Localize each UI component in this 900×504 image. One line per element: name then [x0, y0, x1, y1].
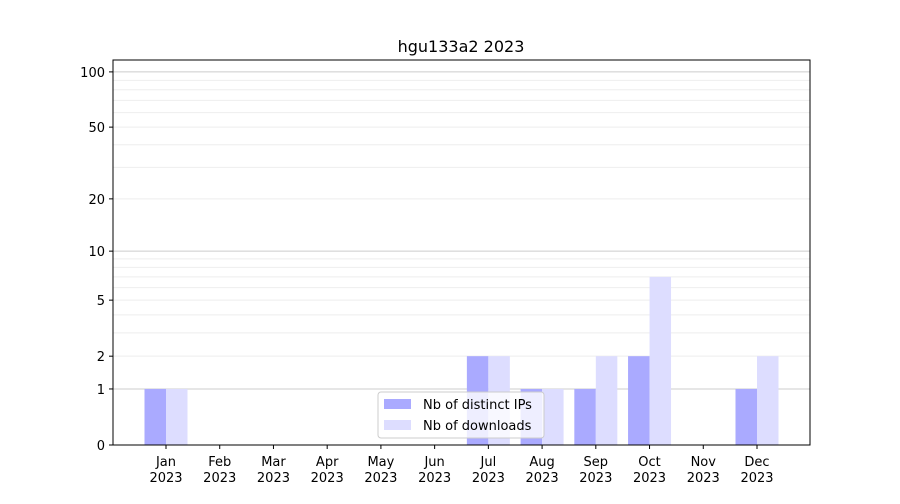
x-tick-label: 2023: [418, 471, 451, 486]
bar-downloads: [757, 356, 779, 445]
legend: Nb of distinct IPs Nb of downloads: [377, 391, 545, 439]
x-tick-label: Jan: [155, 455, 176, 470]
bar-downloads: [649, 276, 672, 445]
legend-box: [377, 391, 545, 439]
legend-label-downloads: Nb of downloads: [423, 419, 532, 434]
bar-downloads: [166, 388, 188, 445]
y-tick-label: 10: [88, 245, 105, 260]
x-tick-label: 2023: [149, 471, 182, 486]
plot-frame: [112, 59, 811, 446]
y-tick-label: 5: [97, 294, 105, 309]
x-tick-label: 2023: [311, 471, 344, 486]
bar-downloads: [595, 356, 618, 445]
y-tick-label: 1: [97, 383, 105, 398]
x-tick-label: Jun: [423, 455, 444, 470]
x-tick-label: Dec: [744, 455, 769, 470]
bar-ips: [735, 388, 757, 445]
x-tick-label: Oct: [638, 455, 660, 470]
x-tick-label: 2023: [633, 471, 666, 486]
y-tick-label: 50: [88, 121, 105, 136]
bar-ips: [144, 388, 166, 445]
x-tick-label: Nov: [691, 455, 717, 470]
legend-swatch-ips: [384, 399, 411, 409]
bar-ips: [574, 388, 596, 445]
x-tick-label: May: [367, 455, 394, 470]
x-tick-label: 2023: [203, 471, 236, 486]
x-tick-label: Jul: [480, 455, 497, 470]
bar-ips: [628, 356, 650, 445]
x-tick-label: 2023: [687, 471, 720, 486]
x-tick-label: Aug: [529, 455, 554, 470]
legend-swatch-downloads: [384, 420, 411, 430]
chart-title: hgu133a2 2023: [398, 37, 525, 56]
x-tick-label: Feb: [208, 455, 231, 470]
legend-label-ips: Nb of distinct IPs: [423, 398, 532, 413]
x-tick-label: 2023: [526, 471, 559, 486]
x-tick-label: 2023: [579, 471, 612, 486]
y-tick-label: 0: [97, 439, 105, 454]
x-tick-label: Mar: [261, 455, 286, 470]
x-tick-label: Apr: [316, 455, 339, 470]
x-tick-label: 2023: [257, 471, 290, 486]
bar-downloads: [542, 388, 564, 445]
x-tick-label: 2023: [364, 471, 397, 486]
x-tick-label: 2023: [472, 471, 505, 486]
x-tick-label: 2023: [740, 471, 773, 486]
y-tick-label: 2: [97, 350, 105, 365]
x-tick-label: Sep: [584, 455, 609, 470]
y-tick-label: 20: [88, 193, 105, 208]
y-tick-label: 100: [80, 66, 105, 81]
